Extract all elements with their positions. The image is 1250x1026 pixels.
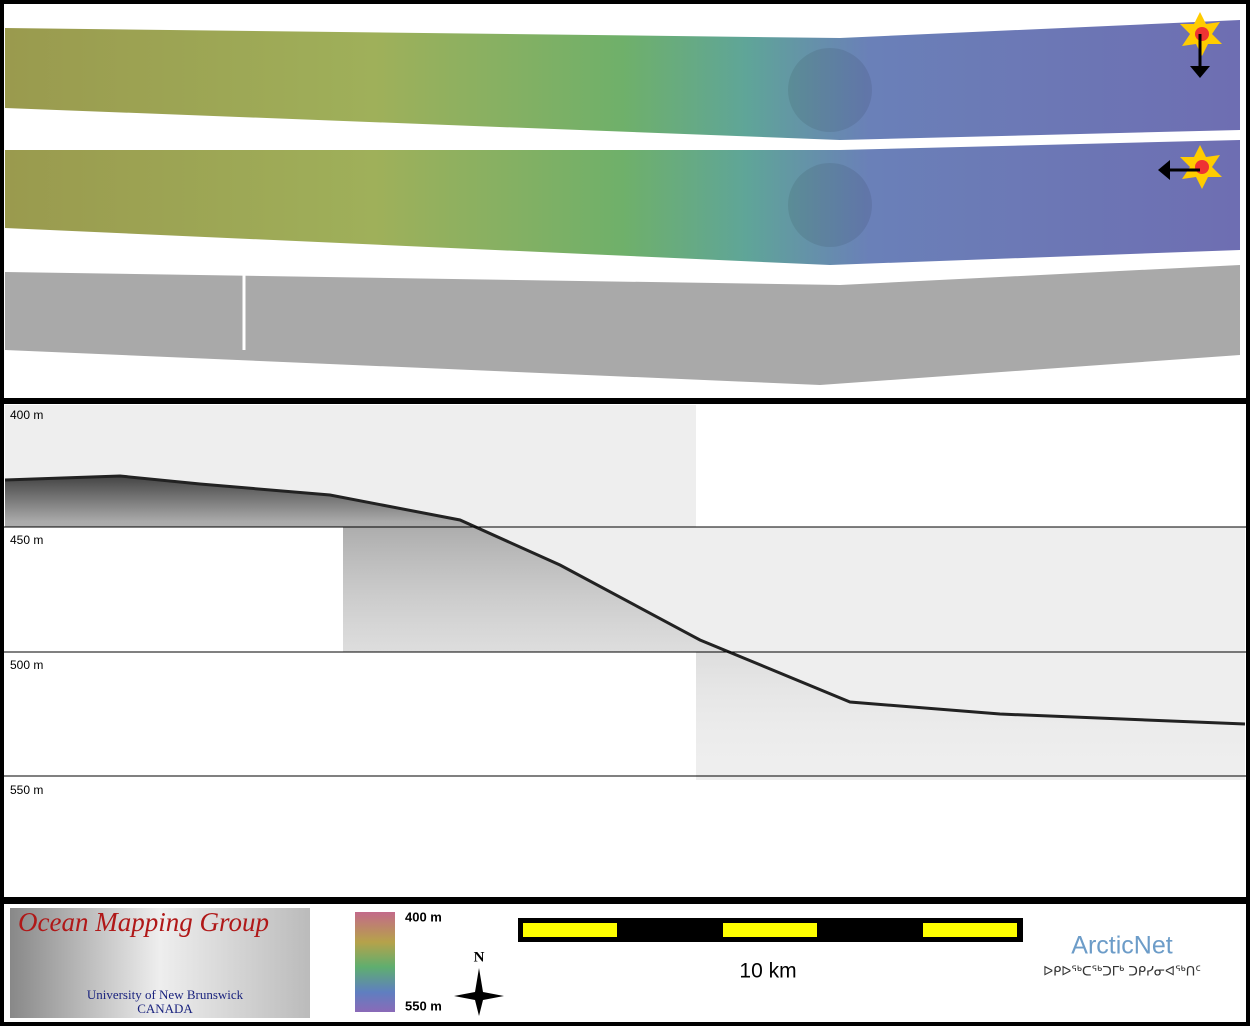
scale-segment	[723, 923, 817, 937]
logo-title: Ocean Mapping Group	[18, 907, 269, 937]
depth-label: 400 m	[10, 408, 43, 422]
logo-subtitle: University of New Brunswick	[87, 987, 244, 1002]
sun-icon	[1180, 12, 1222, 78]
backscatter-strip	[5, 265, 1240, 385]
scale-segment	[523, 923, 617, 937]
depth-label: 500 m	[10, 658, 43, 672]
seabed-line	[4, 474, 1246, 726]
depth-labels: 400 m 450 m 500 m 550 m	[10, 408, 43, 797]
sun-icon	[1158, 145, 1222, 189]
sediment	[5, 476, 1245, 780]
crater	[788, 163, 872, 247]
swath-strip	[5, 140, 1240, 265]
depth-label: 550 m	[10, 783, 43, 797]
depth-label: 450 m	[10, 533, 43, 547]
partner-syllabics: ᐅᑭᐅᖅᑕᖅᑐᒥᒃ ᑐᑭᓯᓂᐊᖅᑎᑦ	[1043, 965, 1201, 980]
logo	[10, 908, 310, 1018]
logo-country: CANADA	[137, 1001, 193, 1016]
scale-label: 10 km	[739, 960, 796, 983]
colorbar	[355, 912, 395, 1012]
crater	[788, 48, 872, 132]
depth-lines	[4, 526, 1246, 777]
colorbar-top: 400 m	[405, 909, 442, 924]
north-label: N	[474, 949, 485, 965]
colorbar-bottom: 550 m	[405, 998, 442, 1013]
partner-name: ArcticNet	[1071, 932, 1172, 960]
north-arrow	[454, 968, 504, 1016]
scale-segment	[923, 923, 1017, 937]
swath-strip	[5, 20, 1240, 140]
